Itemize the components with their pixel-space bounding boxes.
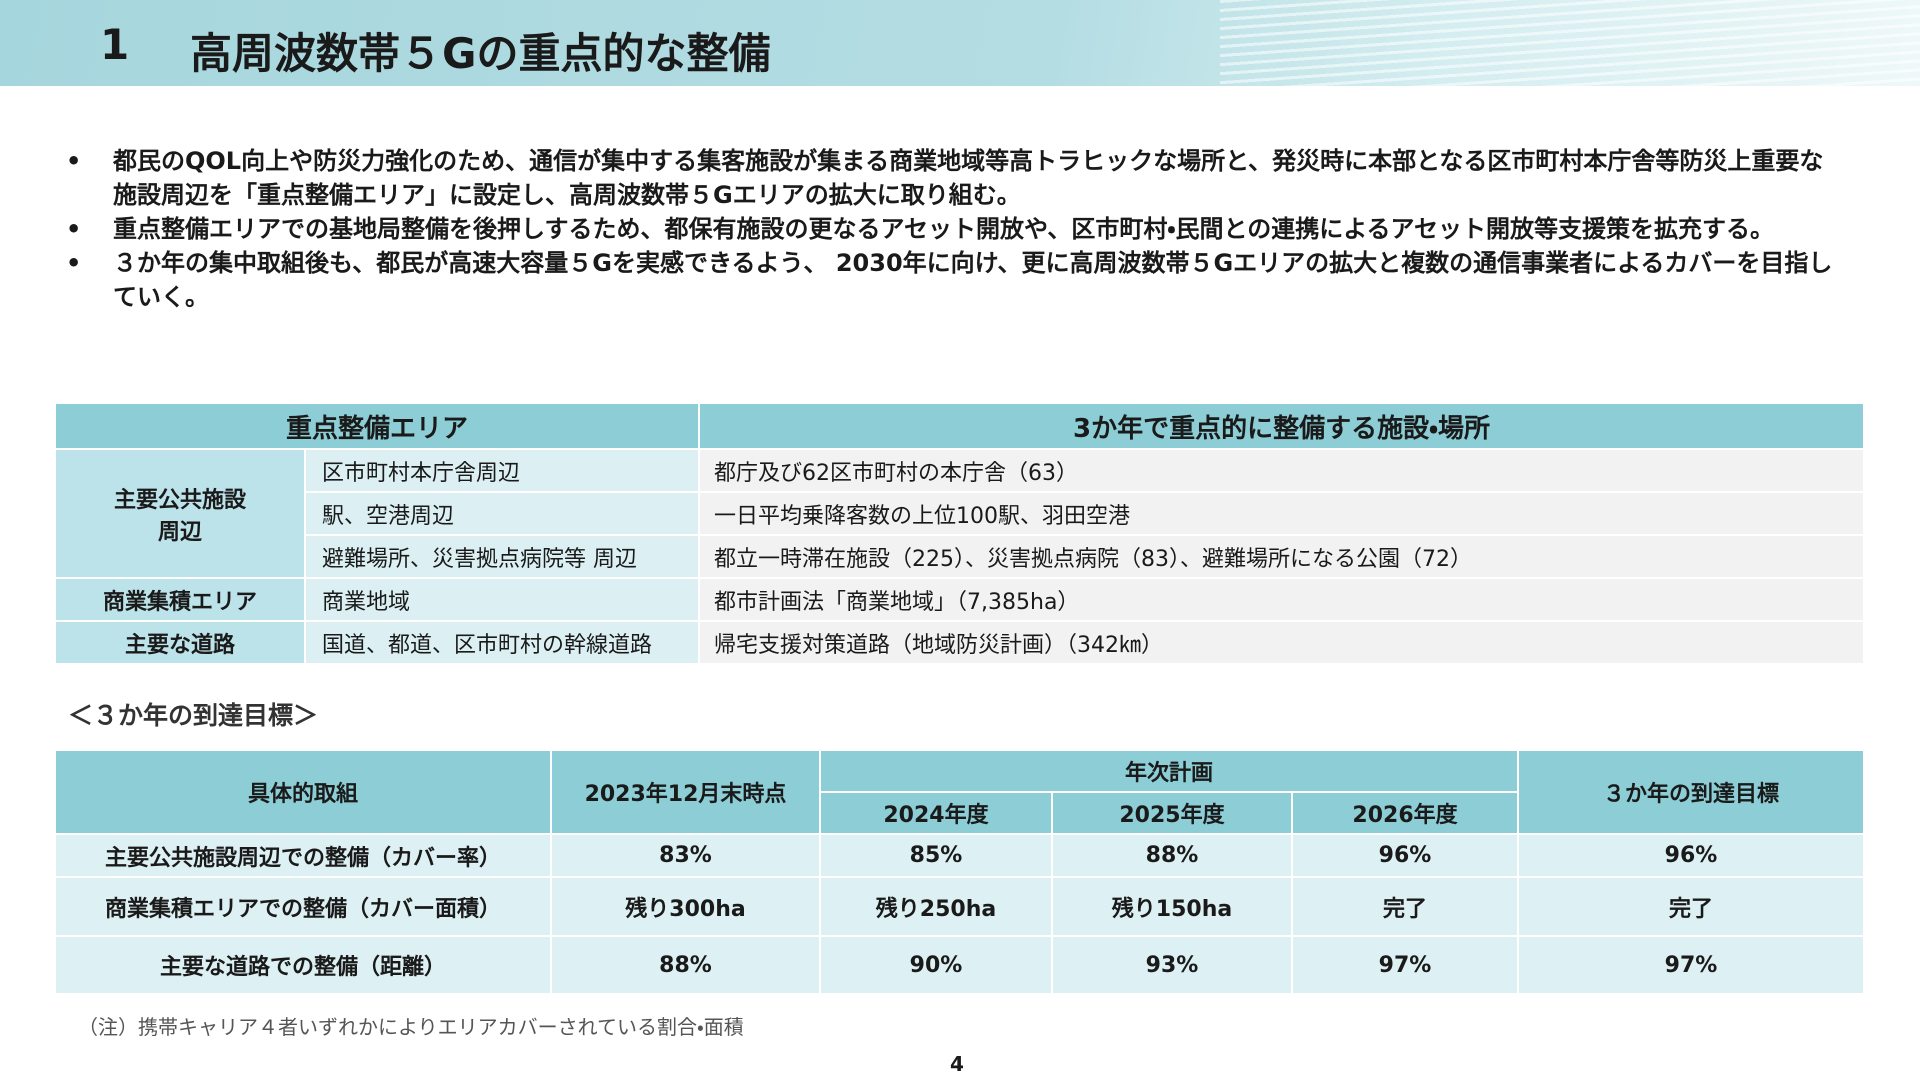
cell: 96% <box>1290 833 1520 878</box>
subtitle: ＜３か年の到達目標＞ <box>68 701 319 730</box>
group-cell: 主要公共施設周辺 <box>54 448 306 579</box>
cell: 国道、都道、区市町村の幹線道路 <box>303 620 701 665</box>
cell: 帰宅支援対策道路（地域防災計画）（342㎞） <box>698 620 1865 665</box>
bullet: 都民のQOL向上や防災力強化のため、通信が集中する集客施設が集まる商業地域等高ト… <box>66 144 1836 212</box>
header-cell: 2023年12月末時点 <box>550 749 821 835</box>
cell: 96% <box>1517 833 1865 878</box>
group-cell: 主要な道路 <box>54 620 306 665</box>
header-cell: 年次計画 <box>818 749 1520 793</box>
section-number: 1 <box>100 20 130 69</box>
page-number: 4 <box>950 1052 964 1076</box>
cell: 97% <box>1290 935 1520 995</box>
area-table: 重点整備エリア 3か年で重点的に整備する施設・場所 主要公共施設周辺 区市町村本庁舎… <box>53 402 1865 665</box>
cell: 都庁及び62区市町村の本庁舎（63） <box>698 448 1865 493</box>
cell: 88% <box>550 935 821 995</box>
bullet-list: 都民のQOL向上や防災力強化のため、通信が集中する集客施設が集まる商業地域等高ト… <box>66 144 1836 314</box>
row: 主要公共施設周辺での整備（カバー率） 83% 85% 88% 96% 96% <box>54 833 1865 878</box>
cell: 97% <box>1517 935 1865 995</box>
header-band <box>0 0 1920 86</box>
header-cell: 重点整備エリア <box>53 402 701 450</box>
cell: 都立一時滞在施設（225）、災害拠点病院（83）、避難場所になる公園（72） <box>698 534 1865 579</box>
cell: 主要な道路での整備（距離） <box>54 935 552 995</box>
header-cell: 具体的取組 <box>54 749 552 835</box>
footnote: （注）携帯キャリア４者いずれかによりエリアカバーされている割合・面積 <box>78 1015 744 1039</box>
cell: 90% <box>819 935 1053 995</box>
header-cell: 2026年度 <box>1290 791 1520 835</box>
cell: 88% <box>1051 833 1293 878</box>
row: 主要な道路での整備（距離） 88% 90% 93% 97% 97% <box>54 935 1865 995</box>
bullet: ３か年の集中取組後も、都民が高速大容量５Gを実感できるよう、 2030年に向け、… <box>66 246 1836 314</box>
cell: 区市町村本庁舎周辺 <box>303 448 701 493</box>
header-cell: ３か年の到達目標 <box>1517 749 1865 835</box>
header-cell: 3か年で重点的に整備する施設・場所 <box>698 402 1865 450</box>
cell: 避難場所、災害拠点病院等 周辺 <box>303 534 701 579</box>
table-body: 主要公共施設周辺での整備（カバー率） 83% 85% 88% 96% 96% 商業集積エリア… <box>54 833 1865 995</box>
cell: 一日平均乗降客数の上位100駅、羽田空港 <box>698 491 1865 536</box>
header-cell: 2025年度 <box>1051 791 1293 835</box>
cell: 83% <box>550 833 821 878</box>
cell: 93% <box>1051 935 1293 995</box>
cell: 残り300ha <box>550 876 821 937</box>
cell: 都市計画法「商業地域」（7,385ha） <box>698 577 1865 622</box>
cell: 完了 <box>1290 876 1520 937</box>
group-label: 主要公共施設周辺 <box>113 487 246 545</box>
group-cell: 商業集積エリア <box>54 577 306 622</box>
cell: 商業地域 <box>303 577 701 622</box>
cell: 残り250ha <box>819 876 1053 937</box>
cell: 完了 <box>1517 876 1865 937</box>
goal-table: 具体的取組 2023年12月末時点 年次計画 ３か年の到達目標 2024年度 2025年… <box>54 749 1865 995</box>
header-cell: 2024年度 <box>819 791 1053 835</box>
cell: 主要公共施設周辺での整備（カバー率） <box>54 833 552 878</box>
cell: 駅、空港周辺 <box>303 491 701 536</box>
cell: 商業集積エリアでの整備（カバー面積） <box>54 876 552 937</box>
row: 商業集積エリアでの整備（カバー面積） 残り300ha 残り250ha 残り150ha 完… <box>54 876 1865 937</box>
cell: 85% <box>819 833 1053 878</box>
section-title: 高周波数帯５Gの重点的な整備 <box>190 29 771 78</box>
cell: 残り150ha <box>1051 876 1293 937</box>
bullet: 重点整備エリアでの基地局整備を後押しするため、都保有施設の更なるアセット開放や、… <box>66 212 1836 246</box>
